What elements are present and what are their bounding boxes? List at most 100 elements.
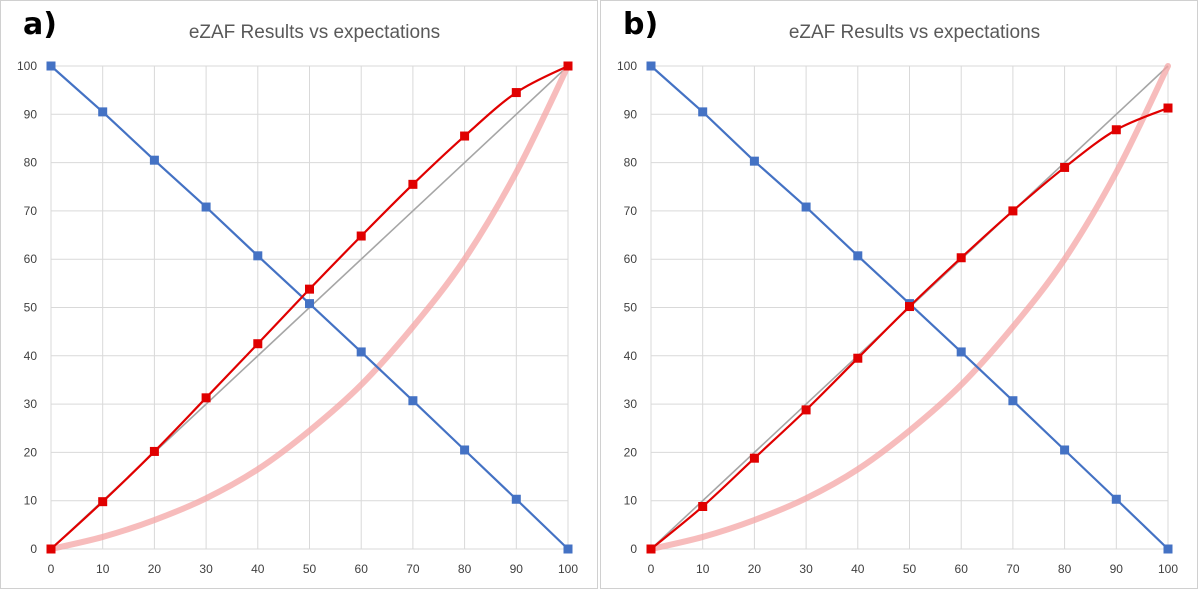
chart-a-svg: a) eZAF Results vs expectations 0 10 20 30 40 5… — [17, 7, 578, 576]
series-expected_curve-a — [48, 63, 571, 552]
data-point-marker — [749, 156, 759, 166]
x-tick-label: 30 — [799, 562, 813, 576]
chart-panel-a: a) eZAF Results vs expectations 0 10 20 30 40 5… — [0, 0, 598, 589]
series-measured-b — [646, 103, 1173, 554]
data-point-marker — [201, 393, 211, 403]
data-point-marker — [46, 544, 56, 554]
data-point-marker — [853, 353, 863, 363]
x-tick-label: 80 — [458, 562, 472, 576]
data-point-marker — [305, 284, 314, 294]
x-tick-label: 20 — [748, 562, 762, 576]
data-point-marker — [749, 453, 759, 463]
y-tick-label: 50 — [24, 301, 38, 315]
data-point-marker — [563, 544, 573, 554]
series-line — [48, 63, 571, 552]
y-tick-label: 100 — [617, 59, 637, 73]
chart-title-b: eZAF Results vs expectations — [789, 22, 1040, 43]
data-point-marker — [46, 61, 56, 71]
x-tick-label: 50 — [903, 562, 917, 576]
y-tick-label: 50 — [624, 301, 638, 315]
data-point-marker — [956, 253, 966, 263]
data-point-marker — [1163, 103, 1173, 113]
y-tick-label: 20 — [624, 445, 638, 459]
data-point-marker — [698, 501, 708, 511]
y-tick-label: 60 — [24, 252, 38, 266]
data-point-marker — [801, 405, 811, 415]
data-point-marker — [408, 396, 418, 406]
data-point-marker — [408, 179, 418, 189]
x-tick-label: 90 — [1110, 562, 1124, 576]
y-tick-label: 80 — [624, 156, 638, 170]
data-point-marker — [460, 131, 470, 141]
y-tick-label: 90 — [624, 107, 638, 121]
data-point-marker — [853, 251, 863, 261]
y-tick-label: 80 — [24, 156, 38, 170]
data-point-marker — [305, 299, 314, 309]
data-point-marker — [956, 347, 966, 357]
y-tick-label: 10 — [24, 494, 38, 508]
y-tick-label: 40 — [624, 349, 638, 363]
y-tick-label: 70 — [24, 204, 38, 218]
x-tick-label: 0 — [48, 562, 55, 576]
x-tick-label: 30 — [199, 562, 213, 576]
y-tick-label: 0 — [30, 542, 37, 556]
data-point-marker — [1060, 162, 1070, 172]
chart-title-a: eZAF Results vs expectations — [189, 22, 440, 43]
y-tick-label: 20 — [24, 445, 38, 459]
data-point-marker — [646, 61, 656, 71]
y-tick-label: 100 — [17, 59, 37, 73]
series-line — [648, 63, 1171, 552]
grid-a — [50, 65, 569, 550]
x-tick-label: 100 — [558, 562, 578, 576]
data-point-marker — [511, 494, 521, 504]
x-tick-label: 60 — [355, 562, 369, 576]
y-tick-label: 70 — [624, 204, 638, 218]
y-tick-label: 30 — [624, 397, 638, 411]
data-point-marker — [253, 251, 263, 261]
data-point-marker — [1008, 206, 1018, 216]
x-tick-label: 40 — [851, 562, 865, 576]
x-tick-label: 10 — [696, 562, 710, 576]
x-tick-label: 60 — [955, 562, 969, 576]
series-measured-a — [46, 61, 573, 554]
x-tick-label: 20 — [148, 562, 162, 576]
y-tick-label: 30 — [24, 397, 38, 411]
data-point-marker — [646, 544, 656, 554]
y-tick-label: 40 — [24, 349, 38, 363]
data-point-marker — [563, 61, 573, 71]
x-tick-label: 40 — [251, 562, 265, 576]
panel-label-a: a) — [23, 7, 57, 42]
data-point-marker — [511, 88, 521, 98]
data-point-marker — [460, 445, 470, 455]
x-tick-label: 90 — [510, 562, 524, 576]
x-tick-label: 70 — [1006, 562, 1020, 576]
x-tick-label: 80 — [1058, 562, 1072, 576]
chart-panel-b: b) eZAF Results vs expectations 0 10 20 30 40 5… — [600, 0, 1198, 589]
series-expected_curve-b — [648, 63, 1171, 552]
y-tick-label: 10 — [624, 494, 638, 508]
data-point-marker — [1111, 494, 1121, 504]
data-point-marker — [1163, 544, 1173, 554]
data-point-marker — [253, 339, 263, 349]
data-point-marker — [1008, 396, 1018, 406]
y-tick-label: 90 — [24, 107, 38, 121]
chart-b-svg: b) eZAF Results vs expectations 0 10 20 30 40 5… — [617, 7, 1178, 576]
data-point-marker — [801, 202, 811, 212]
x-tick-label: 100 — [1158, 562, 1178, 576]
x-tick-label: 0 — [648, 562, 655, 576]
x-tick-label: 50 — [303, 562, 317, 576]
y-tick-label: 60 — [624, 252, 638, 266]
data-point-marker — [1060, 445, 1070, 455]
data-point-marker — [149, 446, 159, 456]
data-point-marker — [149, 155, 159, 165]
y-tick-label: 0 — [630, 542, 637, 556]
data-point-marker — [356, 231, 366, 241]
panel-label-b: b) — [623, 7, 658, 42]
data-point-marker — [201, 202, 211, 212]
data-point-marker — [356, 347, 366, 357]
data-point-marker — [1111, 125, 1121, 135]
data-point-marker — [98, 107, 108, 117]
x-tick-label: 70 — [406, 562, 420, 576]
x-tick-label: 10 — [96, 562, 110, 576]
data-point-marker — [98, 497, 108, 507]
